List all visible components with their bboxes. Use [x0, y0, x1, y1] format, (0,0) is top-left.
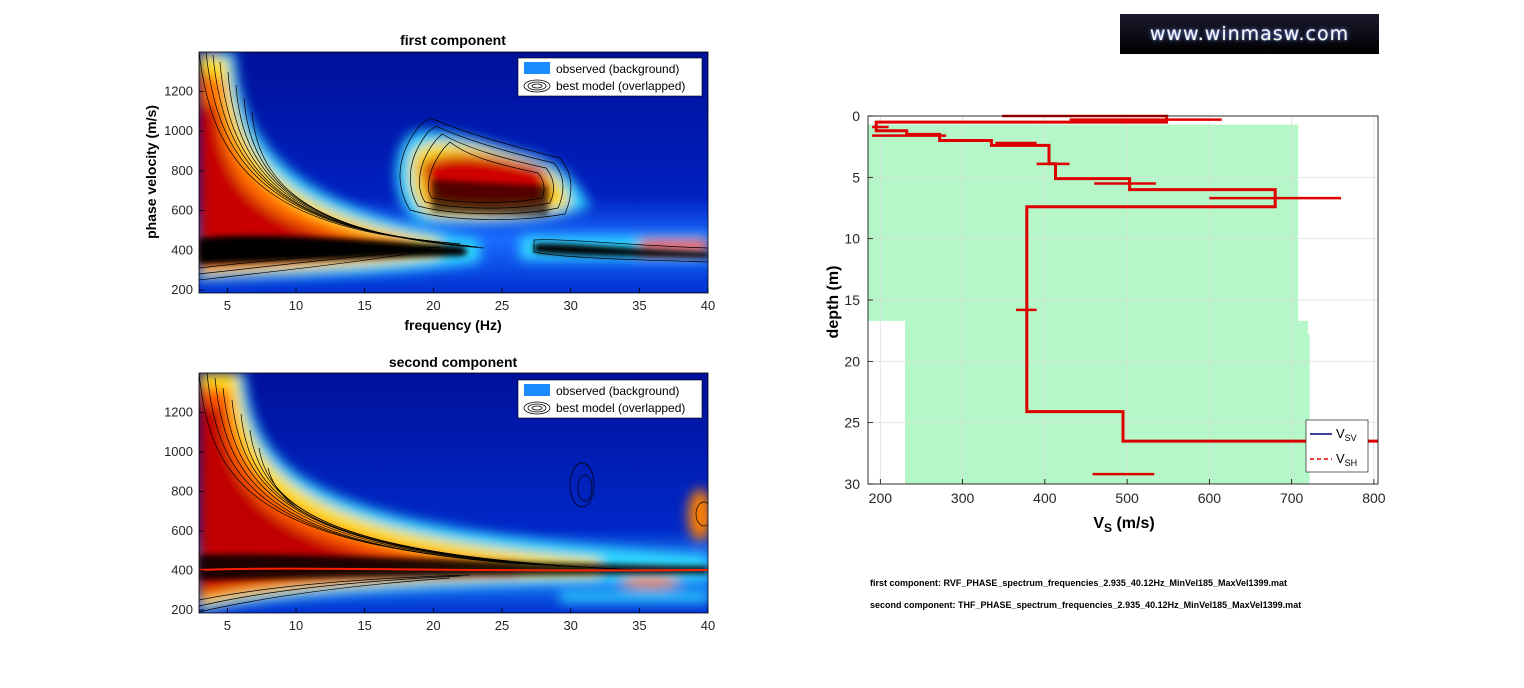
vs-uncertainty-band: [868, 124, 1358, 484]
vs-y-tick-label: 5: [852, 169, 860, 185]
chart1-title: first component: [400, 32, 506, 48]
vs-x-tick-label: 800: [1362, 490, 1386, 506]
vs-y-tick-label: 25: [844, 415, 860, 431]
legend-observed-label: observed (background): [556, 384, 679, 398]
legend-model-swatch: [523, 79, 551, 93]
x-tick-label: 30: [563, 298, 577, 313]
vs-y-tick-label: 20: [844, 353, 860, 369]
x-tick-label: 20: [426, 298, 440, 313]
legend-observed-label: observed (background): [556, 62, 679, 76]
vs-y-tick-label: 30: [844, 476, 860, 492]
vs-ylabel: depth (m): [825, 266, 842, 339]
vs-depth-profile-chart: 200 300 400 500 600 700 800 0 5 10 15 20 25 30 depth …: [825, 108, 1386, 535]
x-tick-label: 25: [495, 298, 509, 313]
y-tick-label: 1000: [164, 123, 193, 138]
vs-x-tick-label: 600: [1198, 490, 1222, 506]
vs-y-tick-label: 0: [852, 108, 860, 124]
x-tick-label: 10: [289, 618, 303, 633]
x-tick-label: 40: [701, 298, 715, 313]
y-tick-label: 600: [171, 203, 193, 218]
chart1-ylabel: phase velocity (m/s): [143, 105, 159, 239]
vs-x-tick-label: 500: [1115, 490, 1139, 506]
x-tick-label: 35: [632, 618, 646, 633]
first-component-chart: 5 10 15 20 25 30 35 40 200 400 600 800 1000 1200 firs…: [143, 32, 715, 333]
vs-x-tick-label: 700: [1280, 490, 1304, 506]
legend-sv-label: VSV: [1336, 426, 1357, 443]
x-tick-label: 20: [426, 618, 440, 633]
y-tick-label: 200: [171, 602, 193, 617]
y-tick-label: 200: [171, 282, 193, 297]
vs-y-tick-label: 10: [844, 231, 860, 247]
x-tick-label: 30: [563, 618, 577, 633]
logo-text: www.winmasw.com: [1149, 23, 1350, 45]
second-component-chart: 5 10 15 20 25 30 35 40 200 400 600 800 1000 1200 seco…: [164, 354, 715, 633]
vs-x-tick-label: 200: [869, 490, 893, 506]
chart2-legend: observed (background) best model (overla…: [517, 379, 703, 419]
y-tick-label: 400: [171, 242, 193, 257]
legend-model-label: best model (overlapped): [556, 401, 685, 415]
y-tick-label: 800: [171, 163, 193, 178]
vs-x-tick-label: 300: [951, 490, 975, 506]
logo: www.winmasw.com: [1120, 14, 1379, 54]
y-tick-label: 600: [171, 523, 193, 538]
y-tick-label: 1200: [164, 404, 193, 419]
chart1-legend: observed (background) best model (overla…: [517, 57, 703, 97]
vs-legend: VSV VSH: [1305, 419, 1369, 473]
x-tick-label: 15: [357, 298, 371, 313]
vs-x-tick-label: 400: [1033, 490, 1057, 506]
vs-xlabel: VS (m/s): [1093, 515, 1154, 535]
chart1-xlabel: frequency (Hz): [404, 317, 501, 333]
legend-model-swatch: [523, 401, 551, 415]
x-tick-label: 5: [224, 298, 231, 313]
legend-sh-label: VSH: [1336, 451, 1357, 468]
legend-observed-swatch: [524, 384, 550, 396]
legend-model-label: best model (overlapped): [556, 79, 685, 93]
x-tick-label: 25: [495, 618, 509, 633]
x-tick-label: 35: [632, 298, 646, 313]
x-tick-label: 10: [289, 298, 303, 313]
y-tick-label: 1200: [164, 84, 193, 99]
footnote-second-component: second component: THF_PHASE_spectrum_fre…: [870, 600, 1302, 610]
x-tick-label: 5: [224, 618, 231, 633]
x-tick-label: 40: [701, 618, 715, 633]
y-tick-label: 800: [171, 483, 193, 498]
x-tick-label: 15: [357, 618, 371, 633]
vs-y-tick-label: 15: [844, 292, 860, 308]
chart2-title: second component: [389, 354, 518, 370]
y-tick-label: 1000: [164, 444, 193, 459]
legend-observed-swatch: [524, 62, 550, 74]
footnote-first-component: first component: RVF_PHASE_spectrum_freq…: [870, 578, 1288, 588]
y-tick-label: 400: [171, 562, 193, 577]
